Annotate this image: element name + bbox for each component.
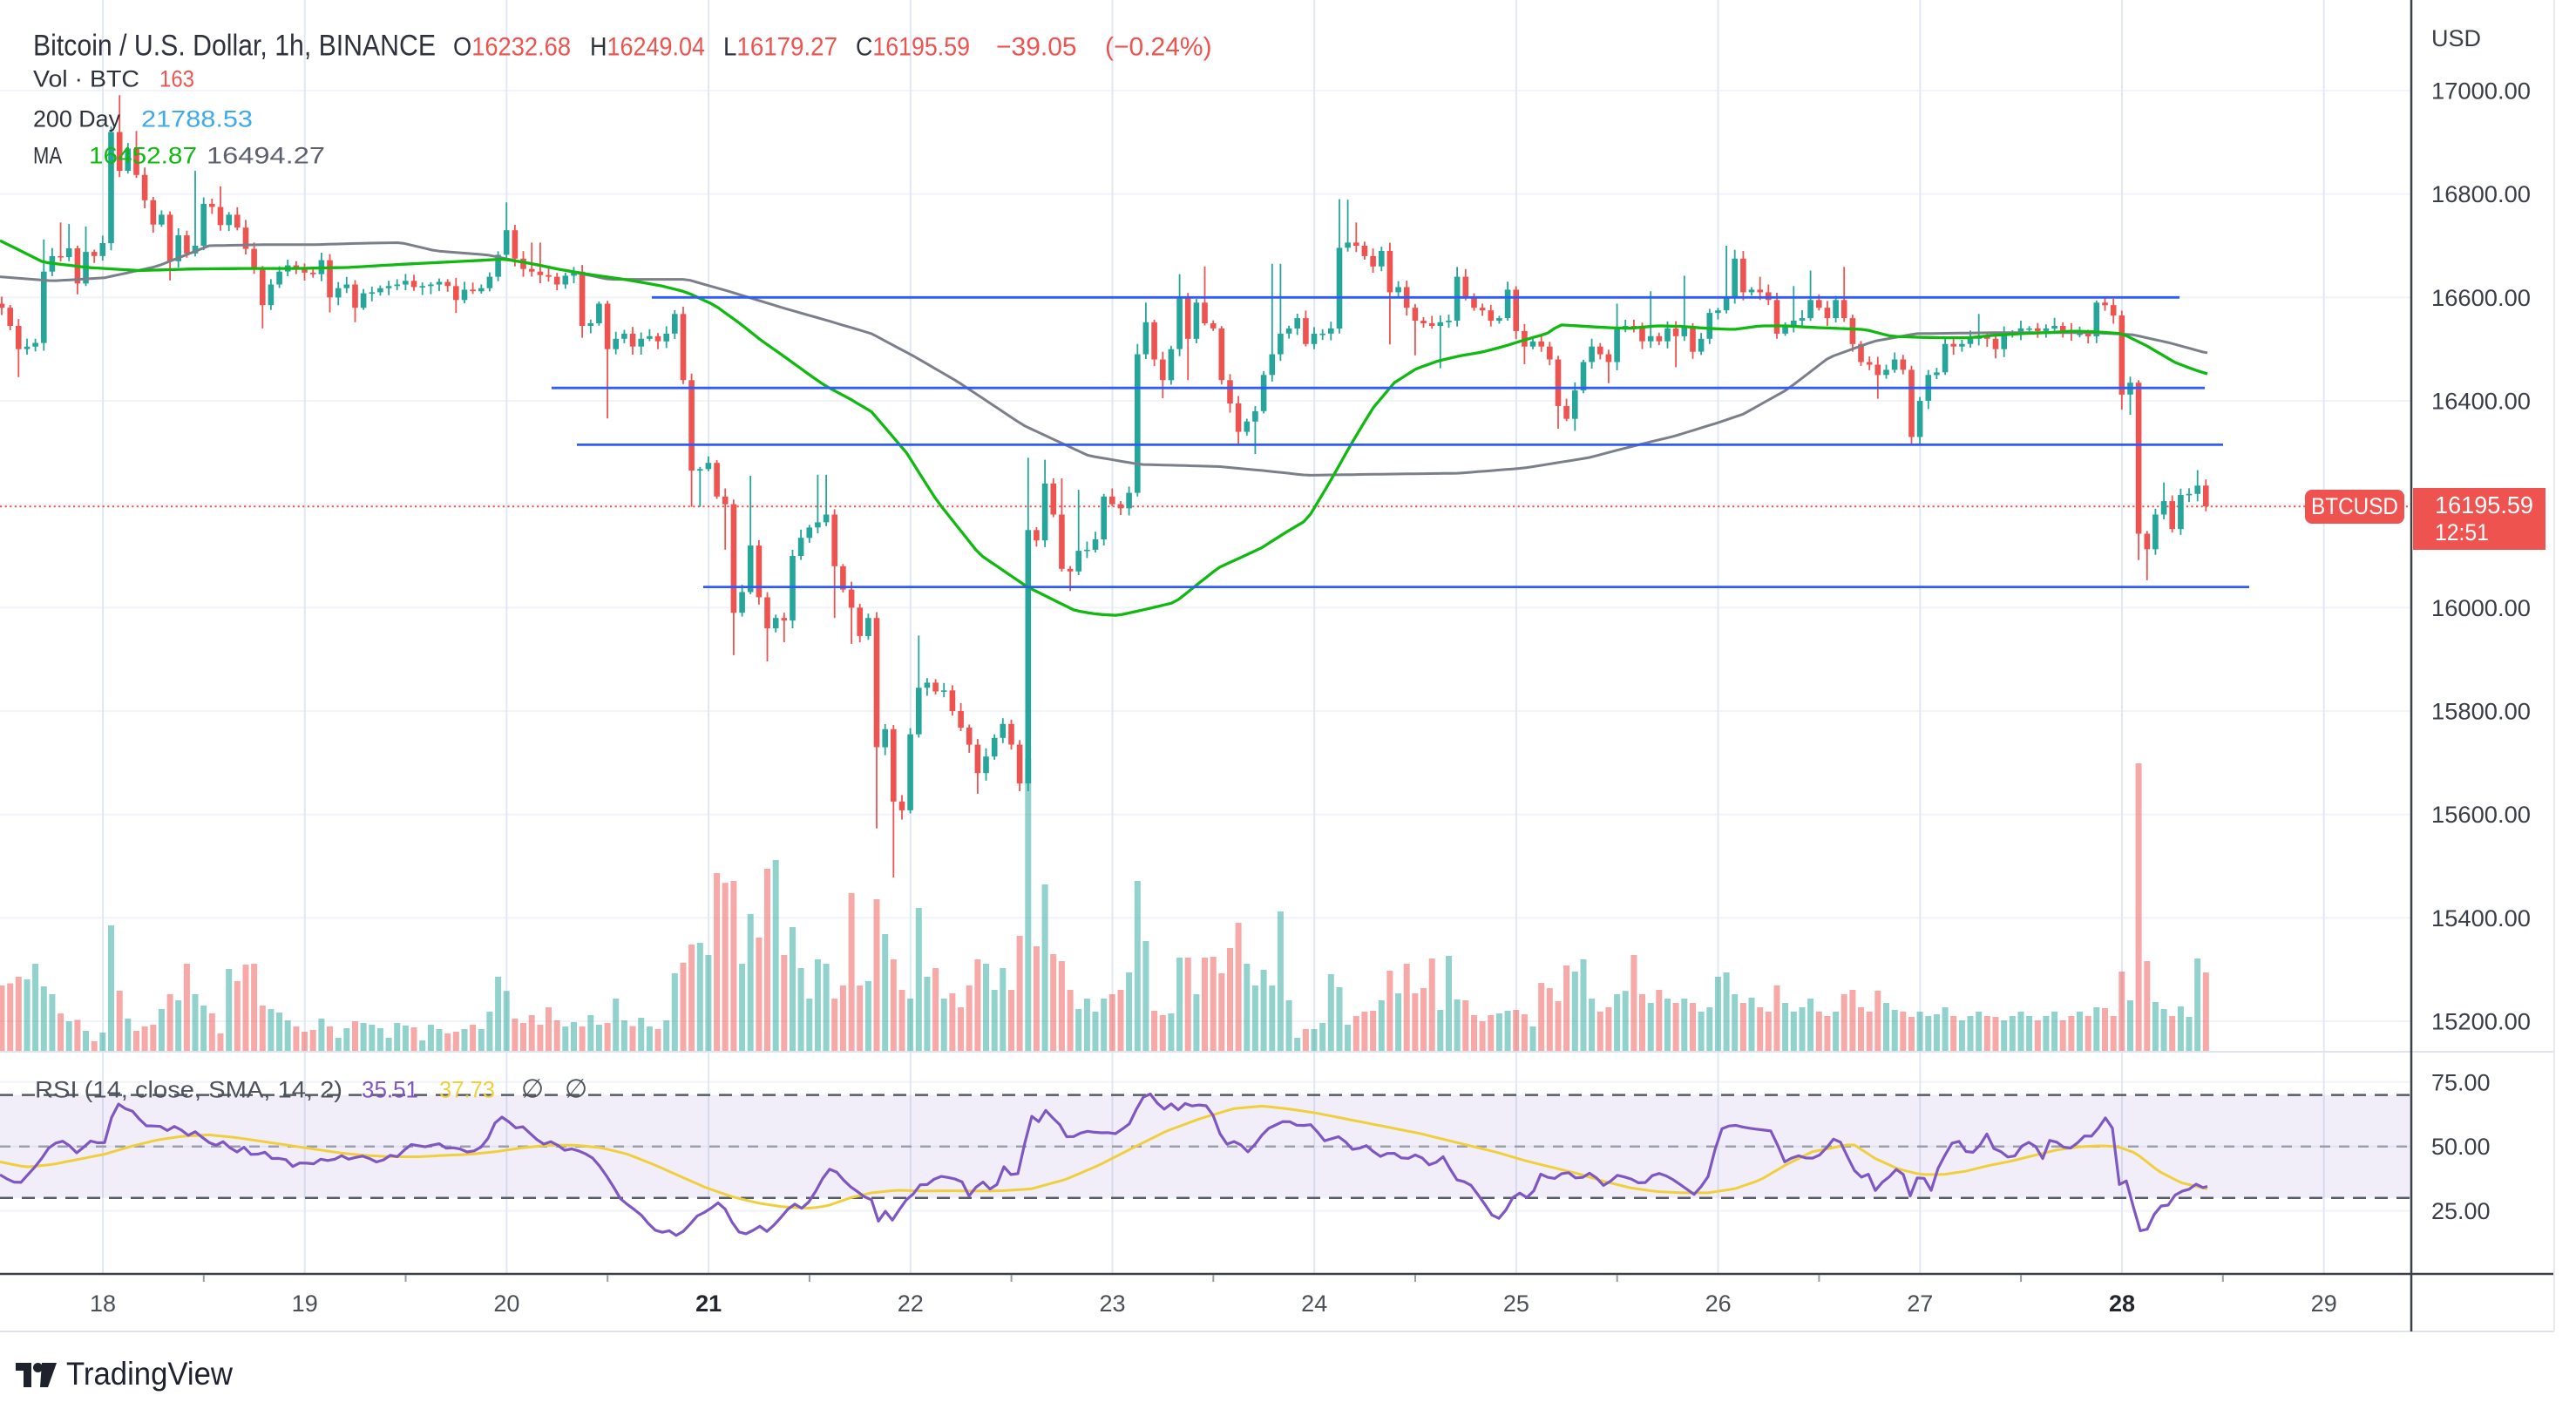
svg-text:RSI (14, close, SMA, 14, 2): RSI (14, close, SMA, 14, 2) (35, 1077, 342, 1103)
svg-text:∅: ∅ (521, 1075, 544, 1104)
svg-text:24: 24 (1301, 1290, 1327, 1317)
svg-text:MA: MA (33, 143, 62, 169)
svg-text:L16179.27: L16179.27 (723, 33, 837, 62)
svg-text:21788.53: 21788.53 (141, 106, 253, 132)
svg-text:Bitcoin / U.S. Dollar, 1h, BIN: Bitcoin / U.S. Dollar, 1h, BINANCE (33, 30, 436, 63)
svg-text:(−0.24%): (−0.24%) (1105, 33, 1212, 62)
svg-text:12:51: 12:51 (2435, 519, 2489, 545)
svg-text:75.00: 75.00 (2431, 1069, 2491, 1095)
svg-text:16494.27: 16494.27 (207, 143, 325, 169)
svg-text:26: 26 (1705, 1290, 1732, 1317)
svg-text:USD: USD (2431, 25, 2481, 51)
svg-text:15200.00: 15200.00 (2431, 1009, 2531, 1035)
svg-text:16452.87: 16452.87 (89, 143, 197, 169)
svg-text:22: 22 (898, 1290, 924, 1317)
svg-text:H16249.04: H16249.04 (590, 33, 705, 62)
svg-text:TradingView: TradingView (66, 1356, 233, 1392)
svg-text:15800.00: 15800.00 (2431, 699, 2531, 725)
svg-text:163: 163 (159, 66, 194, 92)
svg-text:16400.00: 16400.00 (2431, 389, 2531, 415)
svg-text:O16232.68: O16232.68 (453, 33, 571, 62)
svg-text:21: 21 (695, 1290, 722, 1317)
svg-text:50.00: 50.00 (2431, 1134, 2491, 1160)
svg-text:27: 27 (1907, 1290, 1933, 1317)
svg-text:18: 18 (90, 1290, 116, 1317)
svg-text:23: 23 (1099, 1290, 1125, 1317)
svg-text:∅: ∅ (565, 1075, 587, 1104)
svg-text:37.73: 37.73 (439, 1077, 495, 1103)
svg-text:17000.00: 17000.00 (2431, 78, 2531, 105)
svg-text:16800.00: 16800.00 (2431, 181, 2531, 207)
svg-text:29: 29 (2311, 1290, 2337, 1317)
svg-text:15400.00: 15400.00 (2431, 905, 2531, 931)
svg-text:Vol · BTC: Vol · BTC (33, 66, 139, 92)
svg-text:19: 19 (292, 1290, 318, 1317)
svg-text:25.00: 25.00 (2431, 1198, 2491, 1224)
svg-text:35.51: 35.51 (362, 1077, 418, 1103)
svg-text:C16195.59: C16195.59 (856, 33, 970, 62)
svg-text:25: 25 (1503, 1290, 1529, 1317)
svg-text:200 Day: 200 Day (33, 106, 120, 132)
svg-text:28: 28 (2109, 1290, 2135, 1317)
svg-text:−39.05: −39.05 (996, 33, 1077, 62)
svg-text:BTCUSD: BTCUSD (2311, 493, 2398, 519)
svg-text:20: 20 (493, 1290, 519, 1317)
svg-text:15600.00: 15600.00 (2431, 802, 2531, 828)
svg-text:16195.59: 16195.59 (2435, 491, 2533, 518)
svg-text:16600.00: 16600.00 (2431, 285, 2531, 311)
svg-text:16000.00: 16000.00 (2431, 595, 2531, 621)
